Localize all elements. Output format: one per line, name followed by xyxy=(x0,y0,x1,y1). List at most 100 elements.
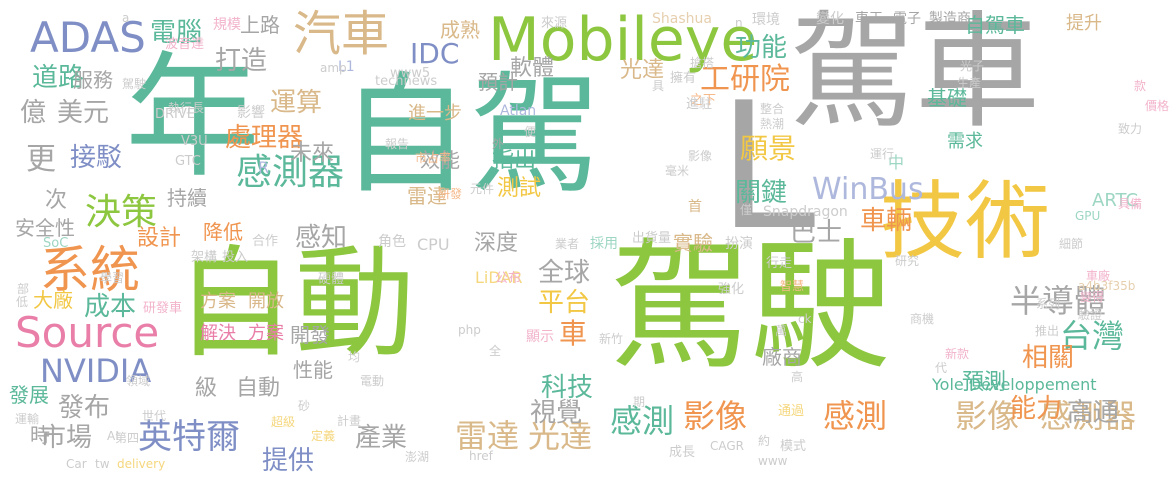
word-cloud-term: 持續 xyxy=(167,186,207,210)
word-cloud-term: 扮演 xyxy=(725,236,753,252)
word-cloud-term: 運行 xyxy=(870,147,895,161)
word-cloud-term: 影像 xyxy=(955,397,1020,435)
word-cloud-term: 期 xyxy=(633,395,646,409)
word-cloud-term: 環境 xyxy=(752,12,780,28)
word-cloud-term: 英特爾 xyxy=(138,417,240,457)
word-cloud-term: 相關 xyxy=(1022,343,1075,373)
word-cloud-term: 高通 xyxy=(1067,398,1120,428)
word-cloud-term: 需求 xyxy=(947,131,983,152)
word-cloud-term: 研發 xyxy=(438,187,463,201)
word-cloud-term: 影響 xyxy=(237,105,265,121)
word-cloud-term: 駕駛 xyxy=(122,77,147,91)
word-cloud-term: 價格 xyxy=(1145,99,1170,113)
word-cloud-term: 雷達 xyxy=(407,184,447,208)
word-cloud-term: 巴士 xyxy=(790,218,843,248)
word-cloud-term: DRIVE xyxy=(155,107,195,122)
word-cloud-term: 級 xyxy=(195,376,218,401)
word-cloud-term: href xyxy=(469,449,493,463)
word-cloud-term: 細節 xyxy=(1059,237,1084,251)
word-cloud-term: 顯示 xyxy=(526,329,554,345)
word-cloud-term: 報告 xyxy=(385,137,410,151)
word-cloud-term: 新竹 xyxy=(599,332,624,346)
word-cloud-term: 方案 xyxy=(200,291,236,312)
word-cloud-term: www5 xyxy=(390,66,431,81)
word-cloud-term: 感測器 xyxy=(1040,397,1137,435)
word-cloud-term: 超級 xyxy=(271,415,296,429)
word-cloud-term: V3U xyxy=(181,134,208,149)
word-cloud-term: 僅 xyxy=(740,203,753,217)
word-cloud-term: 設計 xyxy=(137,226,182,251)
word-cloud-term: 車 xyxy=(559,317,588,350)
word-cloud-term: IDC xyxy=(410,37,460,70)
word-cloud-term: GTC xyxy=(175,154,201,169)
word-cloud-term: 駕駛 xyxy=(610,226,891,389)
word-cloud-term: 駕車 xyxy=(790,0,1040,145)
word-cloud-term: 億 xyxy=(20,98,47,128)
word-cloud-term: 執行長 xyxy=(168,101,205,115)
word-cloud-term: 軟體 xyxy=(510,56,555,81)
word-cloud-term: 效能 xyxy=(420,148,460,172)
word-cloud-term: 便 xyxy=(524,125,537,139)
word-cloud-term: 第四 xyxy=(115,431,140,445)
word-cloud-term: tw xyxy=(95,457,110,471)
word-cloud-term: 降低 xyxy=(203,220,243,244)
word-cloud-term: 預計 xyxy=(478,70,518,94)
word-cloud-term: 自動 xyxy=(236,376,281,401)
word-cloud-term: 實驗 xyxy=(673,231,713,255)
word-cloud-term: 半導體 xyxy=(1010,282,1107,320)
word-cloud-term: 具備 xyxy=(1118,197,1143,211)
word-cloud-term: GPU xyxy=(1075,209,1101,223)
word-cloud-term: 接駁 xyxy=(70,143,123,173)
word-cloud-term: 打造 xyxy=(215,46,268,76)
word-cloud-term: 新款 xyxy=(945,347,970,361)
word-cloud-term: 上路 xyxy=(240,13,280,37)
word-cloud-term: 光達 xyxy=(620,58,665,83)
word-cloud-term: 智慧 xyxy=(780,279,805,293)
word-cloud-term: a xyxy=(122,11,130,25)
word-cloud-term: 電腦 xyxy=(150,18,203,48)
word-cloud-term: R xyxy=(258,158,270,177)
word-cloud-term: Car xyxy=(66,457,87,471)
word-cloud-term: 來源 xyxy=(541,16,568,31)
word-cloud-term: 角色 xyxy=(378,234,406,250)
word-cloud-term: 進一步 xyxy=(408,103,462,124)
word-cloud-term: LiDAR xyxy=(475,268,523,287)
word-cloud-term: 生產 xyxy=(957,76,982,90)
word-cloud-term: 影像 xyxy=(683,397,748,435)
word-cloud-term: 研究 xyxy=(895,254,920,268)
word-cloud-term: 提升 xyxy=(1066,13,1102,34)
word-cloud-term: 處理器 xyxy=(225,123,304,153)
word-cloud-term: 道路 xyxy=(32,63,85,93)
word-cloud-term: 進駐 xyxy=(686,97,713,112)
word-cloud-term: 廠商 xyxy=(762,345,802,369)
word-cloud-term: 代 xyxy=(935,361,948,375)
word-cloud-term: L xyxy=(718,66,816,269)
word-cloud-term: 未來 xyxy=(290,141,335,166)
word-cloud-term: 開放 xyxy=(248,291,284,312)
word-cloud-term: 車王 xyxy=(855,11,883,27)
word-cloud-term: 發布 xyxy=(58,393,111,423)
word-cloud-term: amp xyxy=(320,61,347,75)
word-cloud-term: 運算 xyxy=(270,88,323,118)
word-cloud-term: 學習 xyxy=(100,271,125,285)
word-cloud-term: www xyxy=(758,454,788,468)
word-cloud-term: ck xyxy=(798,312,812,326)
word-cloud-term: 市場 xyxy=(40,423,93,453)
word-cloud-term: 能力 xyxy=(1010,394,1063,424)
word-cloud-term: 感測 xyxy=(823,397,888,435)
word-cloud-term: 變得 xyxy=(1080,290,1105,304)
word-cloud-term: 毫米 xyxy=(665,164,690,178)
word-cloud-term: 模式 xyxy=(780,439,807,454)
word-cloud-term: Source xyxy=(15,308,160,357)
word-cloud-term: a4b3f35b xyxy=(1078,279,1136,293)
word-cloud-term: 成熟 xyxy=(440,18,480,42)
word-cloud-term: CAGR xyxy=(710,439,745,453)
word-cloud-term: 工研院 xyxy=(700,62,790,97)
word-cloud-term: technews xyxy=(375,74,438,89)
word-cloud-term: 電子 xyxy=(893,11,921,27)
word-cloud-term: 車輛 xyxy=(860,206,913,236)
word-cloud-term: 開發 xyxy=(290,323,330,347)
word-cloud-term: 技術 xyxy=(880,173,1051,272)
word-cloud-term: CPU xyxy=(417,235,450,254)
word-cloud-term: 熱潮 xyxy=(760,117,785,131)
